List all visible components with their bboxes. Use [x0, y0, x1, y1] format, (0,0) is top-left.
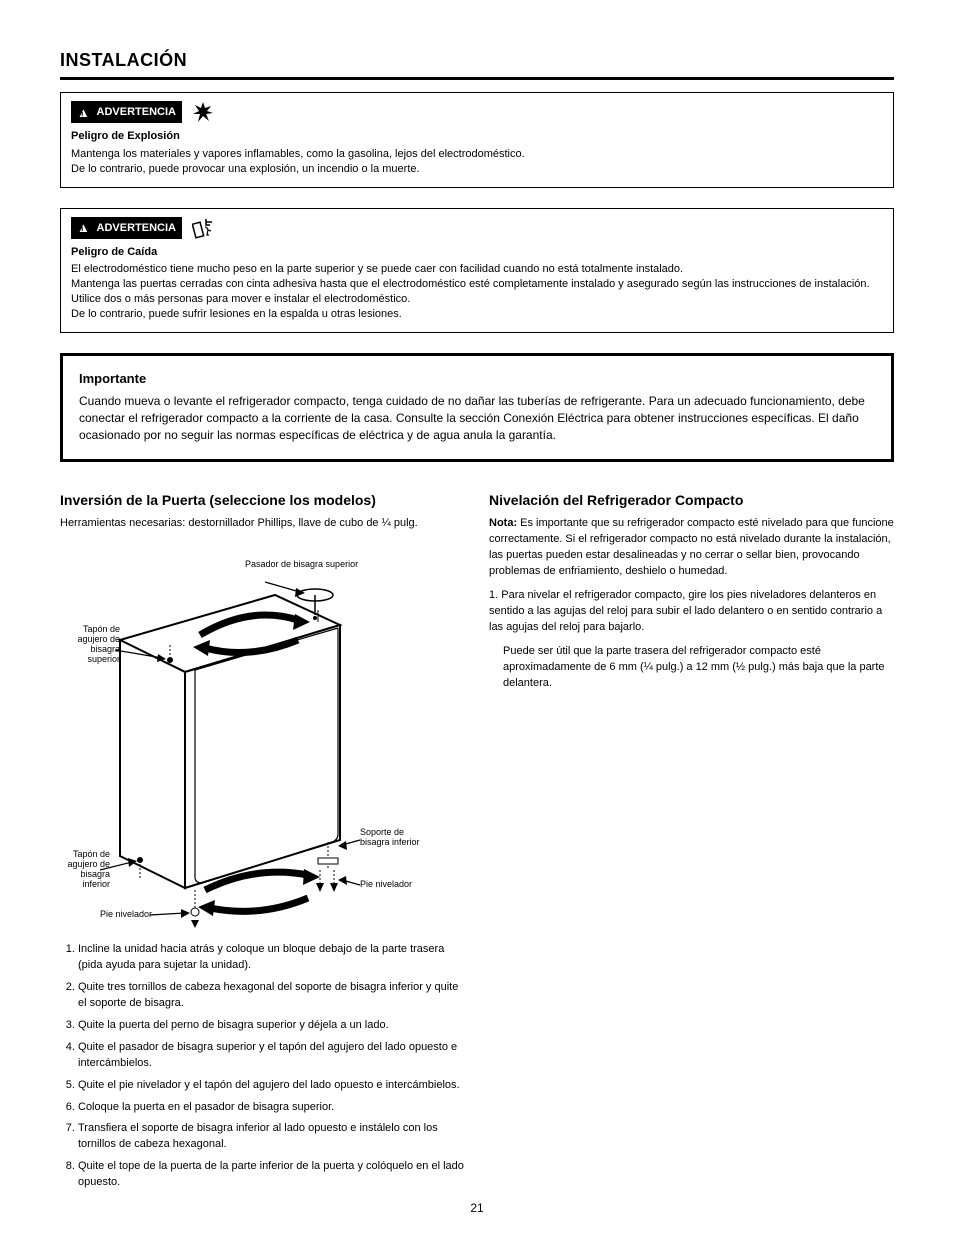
warning-line: Mantenga las puertas cerradas con cinta …	[71, 277, 883, 292]
step-item: Quite el tope de la puerta de la parte i…	[78, 1159, 465, 1191]
label-top-plug: Tapón de agujero de bisagra superior	[60, 625, 120, 665]
warning-tip: ▲! ADVERTENCIA Peligro de Caída El elect…	[60, 208, 894, 333]
warning-header: ▲! ADVERTENCIA	[71, 217, 883, 239]
explosion-icon	[192, 101, 214, 123]
warning-text: Peligro de Explosión Mantenga los materi…	[71, 129, 883, 177]
important-body: Cuando mueva o levante el refrigerador c…	[79, 393, 875, 445]
step-item: Transfiera el soporte de bisagra inferio…	[78, 1121, 465, 1153]
alert-triangle-icon: ▲!	[77, 106, 93, 119]
important-title: Importante	[79, 370, 875, 389]
step-item: Quite el pie nivelador y el tapón del ag…	[78, 1078, 465, 1094]
leveling-heading: Nivelación del Refrigerador Compacto	[489, 490, 894, 510]
step-item: Quite la puerta del perno de bisagra sup…	[78, 1018, 465, 1034]
door-reversal-steps: Incline la unidad hacia atrás y coloque …	[60, 942, 465, 1191]
leveling-step-2: Puede ser útil que la parte trasera del …	[489, 644, 894, 692]
tools-needed: Herramientas necesarias: destornillador …	[60, 516, 465, 532]
door-reversal-figure: Pasador de bisagra superior Tapón de agu…	[60, 540, 400, 930]
hazard-title: Peligro de Caída	[71, 245, 883, 260]
warning-line: De lo contrario, puede provocar una expl…	[71, 162, 883, 177]
warning-badge: ▲! ADVERTENCIA	[71, 101, 182, 123]
title-rule	[60, 77, 894, 80]
label-bottom-plug: Tapón de agujero de bisagra inferior	[60, 850, 110, 890]
warning-explosion: ▲! ADVERTENCIA Peligro de Explosión Mant…	[60, 92, 894, 188]
step-item: Incline la unidad hacia atrás y coloque …	[78, 942, 465, 974]
step-text: Para nivelar el refrigerador compacto, g…	[489, 589, 882, 633]
warning-badge: ▲! ADVERTENCIA	[71, 217, 182, 239]
content-columns: Inversión de la Puerta (seleccione los m…	[60, 486, 894, 1197]
door-reversal-heading: Inversión de la Puerta (seleccione los m…	[60, 490, 465, 510]
step-item: Coloque la puerta en el pasador de bisag…	[78, 1100, 465, 1116]
left-column: Inversión de la Puerta (seleccione los m…	[60, 486, 465, 1197]
right-column: Nivelación del Refrigerador Compacto Not…	[489, 486, 894, 1197]
warning-header: ▲! ADVERTENCIA	[71, 101, 883, 123]
label-leveling-2: Pie nivelador	[100, 910, 180, 920]
warning-badge-label: ADVERTENCIA	[97, 106, 176, 118]
warning-line: De lo contrario, puede sufrir lesiones e…	[71, 307, 883, 322]
warning-line: El electrodoméstico tiene mucho peso en …	[71, 262, 883, 277]
warning-line: Mantenga los materiales y vapores inflam…	[71, 147, 883, 162]
step-text: Puede ser útil que la parte trasera del …	[503, 645, 885, 689]
label-bottom-bracket: Soporte de bisagra inferior	[360, 828, 420, 848]
label-leveling: Pie nivelador	[360, 880, 412, 890]
note-label: Nota:	[489, 517, 517, 529]
step-num: 1.	[489, 589, 498, 601]
warning-badge-label: ADVERTENCIA	[97, 222, 176, 234]
page-title: INSTALACIÓN	[60, 50, 894, 71]
hazard-title: Peligro de Explosión	[71, 129, 883, 144]
warning-text: Peligro de Caída El electrodoméstico tie…	[71, 245, 883, 322]
note-text: Es importante que su refrigerador compac…	[489, 517, 894, 577]
step-item: Quite el pasador de bisagra superior y e…	[78, 1040, 465, 1072]
alert-triangle-icon: ▲!	[77, 221, 93, 234]
page-number: 21	[470, 1201, 483, 1215]
leveling-note: Nota: Es importante que su refrigerador …	[489, 516, 894, 580]
important-box: Importante Cuando mueva o levante el ref…	[60, 353, 894, 462]
step-item: Quite tres tornillos de cabeza hexagonal…	[78, 980, 465, 1012]
warning-line: Utilice dos o más personas para mover e …	[71, 292, 883, 307]
leveling-step-1: 1. Para nivelar el refrigerador compacto…	[489, 588, 894, 636]
label-top-pin: Pasador de bisagra superior	[245, 560, 358, 570]
tip-hazard-icon	[192, 217, 214, 239]
